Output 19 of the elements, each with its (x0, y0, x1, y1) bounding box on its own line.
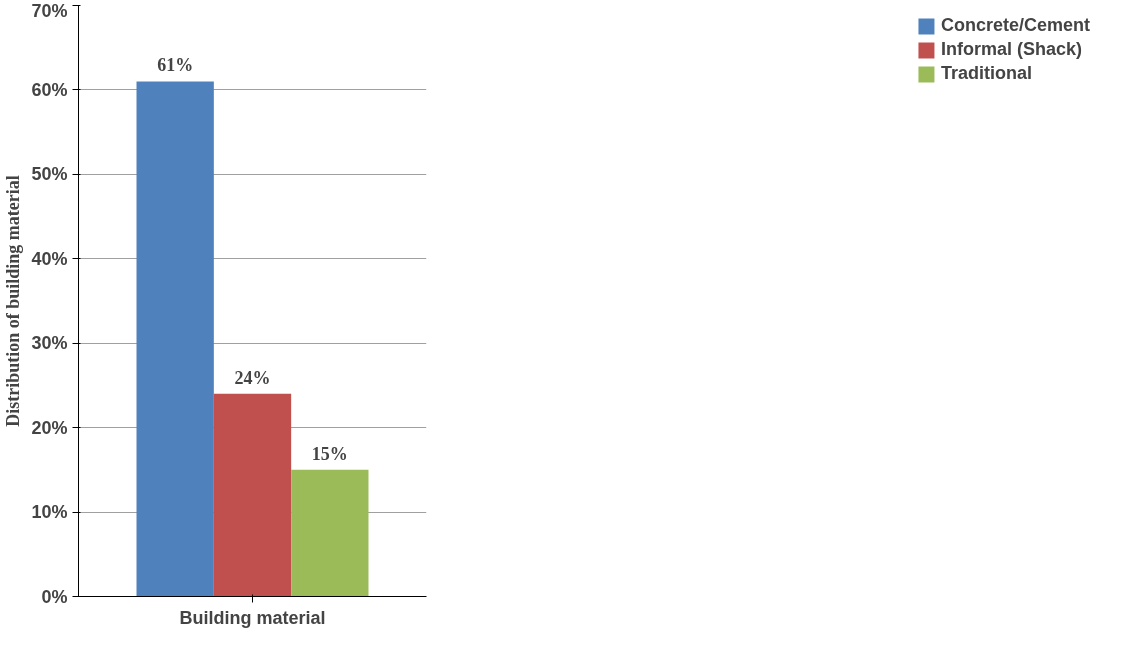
bar (291, 469, 369, 597)
y-tick-label: 60% (31, 79, 68, 100)
y-tick-label: 70% (31, 0, 68, 21)
data-label: 61% (157, 55, 194, 76)
bar (136, 81, 214, 597)
x-axis-title: Building material (179, 607, 326, 628)
legend-label: Traditional (940, 63, 1032, 84)
y-tick-label: 20% (31, 417, 68, 438)
y-tick-label: 10% (31, 502, 68, 523)
bar (213, 393, 292, 597)
y-tick-label: 0% (41, 586, 68, 607)
y-tick-label: 40% (31, 248, 68, 269)
y-tick-label: 30% (31, 333, 68, 354)
y-axis-title: Distribution of building material (3, 175, 24, 427)
data-label: 24% (234, 367, 271, 388)
data-label: 15% (311, 443, 348, 464)
y-tick-label: 50% (31, 164, 68, 185)
legend-label: Concrete/Cement (940, 15, 1090, 36)
legend-label: Informal (Shack) (940, 39, 1082, 60)
